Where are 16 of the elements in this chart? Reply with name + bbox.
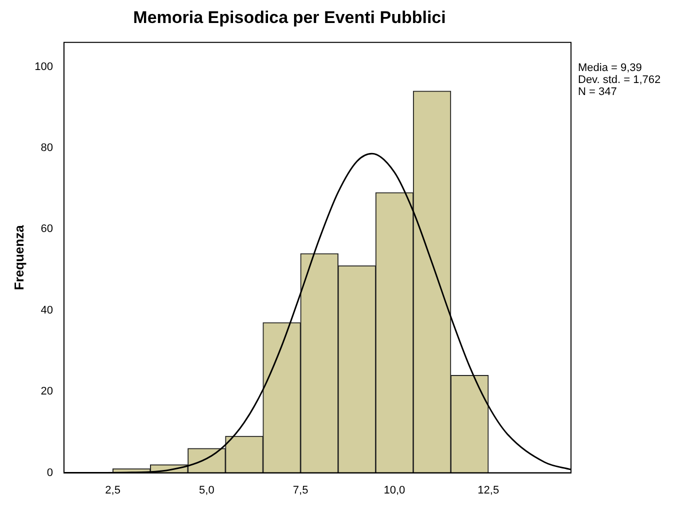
x-tick-label: 2,5: [105, 484, 120, 496]
x-tick-label: 5,0: [199, 484, 214, 496]
y-axis-title: Frequenza: [11, 224, 26, 290]
text: Media = 9,39: [578, 62, 643, 74]
x-tick-label: 10,0: [384, 484, 406, 496]
chart-title: Memoria Episodica per Eventi Pubblici: [133, 8, 446, 27]
y-tick-label: 60: [40, 223, 53, 236]
y-tick-label: 80: [40, 142, 53, 154]
y-tick-label: 20: [40, 386, 53, 398]
y-tick-label: 40: [40, 304, 53, 316]
text: Dev. std. = 1,762: [578, 74, 661, 86]
y-tick-label: 0: [46, 466, 53, 479]
text: N = 347: [578, 86, 618, 98]
x-tick-label: 12,5: [478, 484, 500, 496]
x-tick-label: 7,5: [292, 484, 308, 496]
y-tick-label: 100: [34, 60, 53, 73]
